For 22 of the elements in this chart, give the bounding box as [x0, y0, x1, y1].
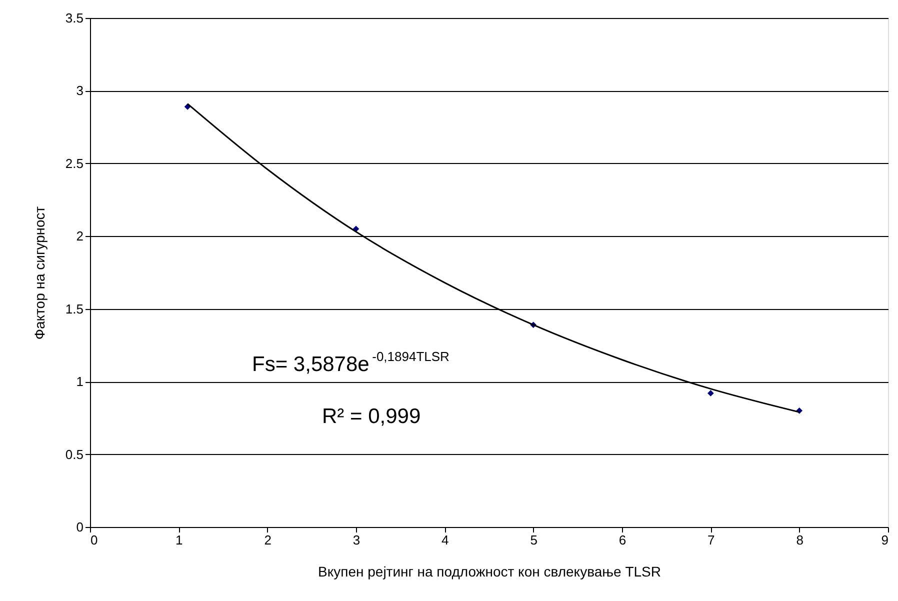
- x-tick-label: 3: [352, 532, 360, 548]
- y-tick-label: 0.5: [65, 446, 84, 462]
- y-tick-label: 3.5: [65, 10, 84, 26]
- x-tick-label: 8: [796, 532, 804, 548]
- x-tick-label: 0: [90, 532, 98, 548]
- y-tick-label: 1: [76, 374, 84, 390]
- annotation: R² = 0,999: [322, 405, 421, 428]
- y-tick-label: 1.5: [65, 301, 84, 316]
- x-tick-label: 7: [708, 532, 715, 548]
- y-tick-label: 3: [76, 83, 84, 98]
- x-tick-label: 5: [530, 532, 538, 548]
- y-tick-label: 2.5: [65, 156, 84, 171]
- y-axis-title: Фактор на сигурност: [31, 206, 48, 340]
- x-tick-label: 1: [176, 532, 183, 548]
- x-tick-label: 2: [264, 532, 272, 548]
- x-tick-label: 9: [881, 532, 888, 548]
- x-axis-title: Вкупен рејтинг на подложност кон свлекување TLSR: [318, 564, 661, 580]
- x-tick-label: 4: [442, 532, 449, 548]
- y-tick-label: 2: [76, 228, 84, 244]
- y-tick-label: 0: [76, 520, 84, 534]
- x-tick-label: 6: [618, 532, 626, 548]
- point: [708, 390, 714, 396]
